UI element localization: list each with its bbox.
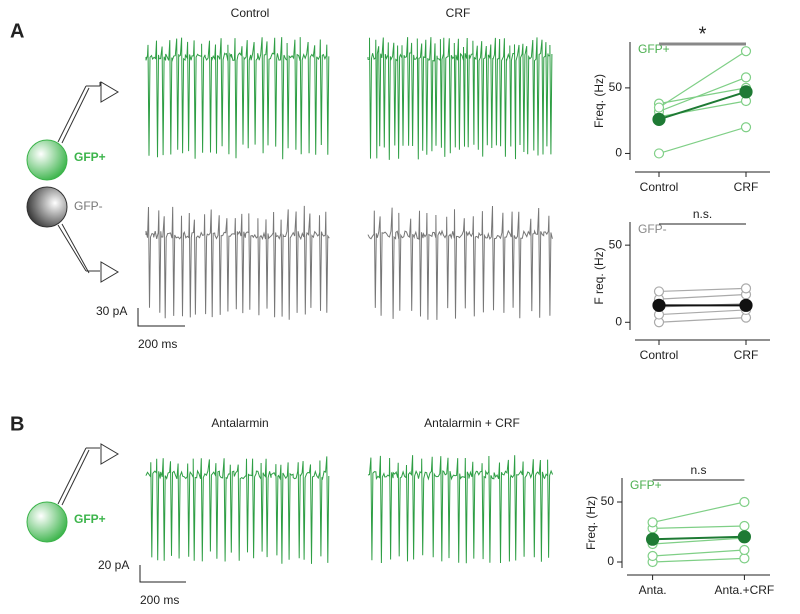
y-axis-label: Freq. (Hz) (584, 496, 598, 550)
pair-line (658, 90, 747, 121)
mean-point (645, 532, 660, 546)
cell-point (739, 496, 750, 508)
trace-title: Control (231, 6, 270, 20)
y-axis-label: F req. (Hz) (592, 247, 606, 304)
pair-line (658, 126, 747, 155)
y-tick-label: 50 (601, 494, 615, 508)
chart-title: GFP+ (638, 42, 670, 56)
annotation: * (699, 23, 707, 45)
trace (367, 205, 553, 320)
cell-point (740, 46, 752, 57)
cell-point (739, 520, 750, 532)
panel-label: B (10, 413, 24, 435)
pair-line (658, 76, 747, 113)
cell-point (653, 102, 665, 113)
pair-line (652, 535, 745, 541)
pair-line (652, 549, 745, 557)
trace-title: Antalarmin + CRF (424, 416, 520, 430)
trace-title: CRF (446, 6, 471, 20)
x-tick-label: Anta.+CRF (715, 583, 775, 597)
cell-point (653, 148, 665, 159)
x-tick-label: CRF (734, 180, 759, 194)
cell-point (739, 544, 750, 556)
pair-line (652, 501, 745, 523)
scale-label: 200 ms (140, 593, 179, 607)
scale-bar (137, 308, 185, 327)
x-tick-label: CRF (734, 348, 759, 362)
mean-point (652, 298, 666, 312)
mean-point (739, 85, 753, 99)
annotation: n.s (690, 463, 706, 477)
trace (367, 37, 553, 160)
pair-line (658, 87, 747, 105)
y-tick-label: 0 (607, 554, 614, 568)
x-tick-label: Anta. (639, 583, 667, 597)
pair-line (658, 309, 747, 316)
pair-line (658, 50, 747, 109)
pair-line (652, 557, 745, 563)
trace (145, 456, 330, 564)
panel-label: A (10, 20, 24, 42)
scale-label: 20 pA (98, 558, 129, 572)
scale-bar (139, 565, 186, 583)
annotation: n.s. (693, 207, 712, 221)
cell-label: GFP- (74, 199, 103, 213)
trace-title: Antalarmin (211, 416, 268, 430)
mean-point (652, 112, 666, 126)
mean-point (737, 530, 752, 544)
chart-title: GFP+ (630, 478, 662, 492)
cell-label: GFP+ (74, 512, 106, 526)
cell-point (739, 553, 750, 564)
chart-title: GFP- (638, 222, 667, 236)
y-tick-label: 0 (615, 146, 622, 160)
pair-line (658, 293, 747, 300)
cell-point (653, 286, 665, 297)
cell-point (647, 550, 658, 562)
cell-label: GFP+ (74, 150, 106, 164)
trace (145, 37, 330, 160)
pair-line (658, 287, 747, 293)
mean-point (739, 298, 753, 312)
pair-line (658, 317, 747, 323)
cell-point (740, 122, 752, 133)
cell-point (740, 72, 752, 83)
trace (367, 455, 554, 564)
y-tick-label: 50 (609, 80, 623, 94)
cell-point (740, 283, 752, 294)
y-tick-label: 0 (615, 314, 622, 328)
traces (145, 37, 554, 564)
pair-line (652, 525, 745, 529)
pair-line (652, 537, 745, 545)
y-tick-label: 50 (609, 237, 623, 251)
charts: 0 50 Control CRF Freq. (Hz) GFP+ * 0 50 Control CR… (584, 23, 774, 597)
scale-label: 200 ms (138, 337, 177, 351)
cell-point (647, 517, 658, 528)
x-tick-label: Control (640, 180, 679, 194)
y-axis-label: Freq. (Hz) (592, 74, 606, 128)
cell-diagram (26, 81, 119, 543)
x-tick-label: Control (640, 348, 679, 362)
scale-label: 30 pA (96, 304, 127, 318)
trace (145, 205, 330, 320)
